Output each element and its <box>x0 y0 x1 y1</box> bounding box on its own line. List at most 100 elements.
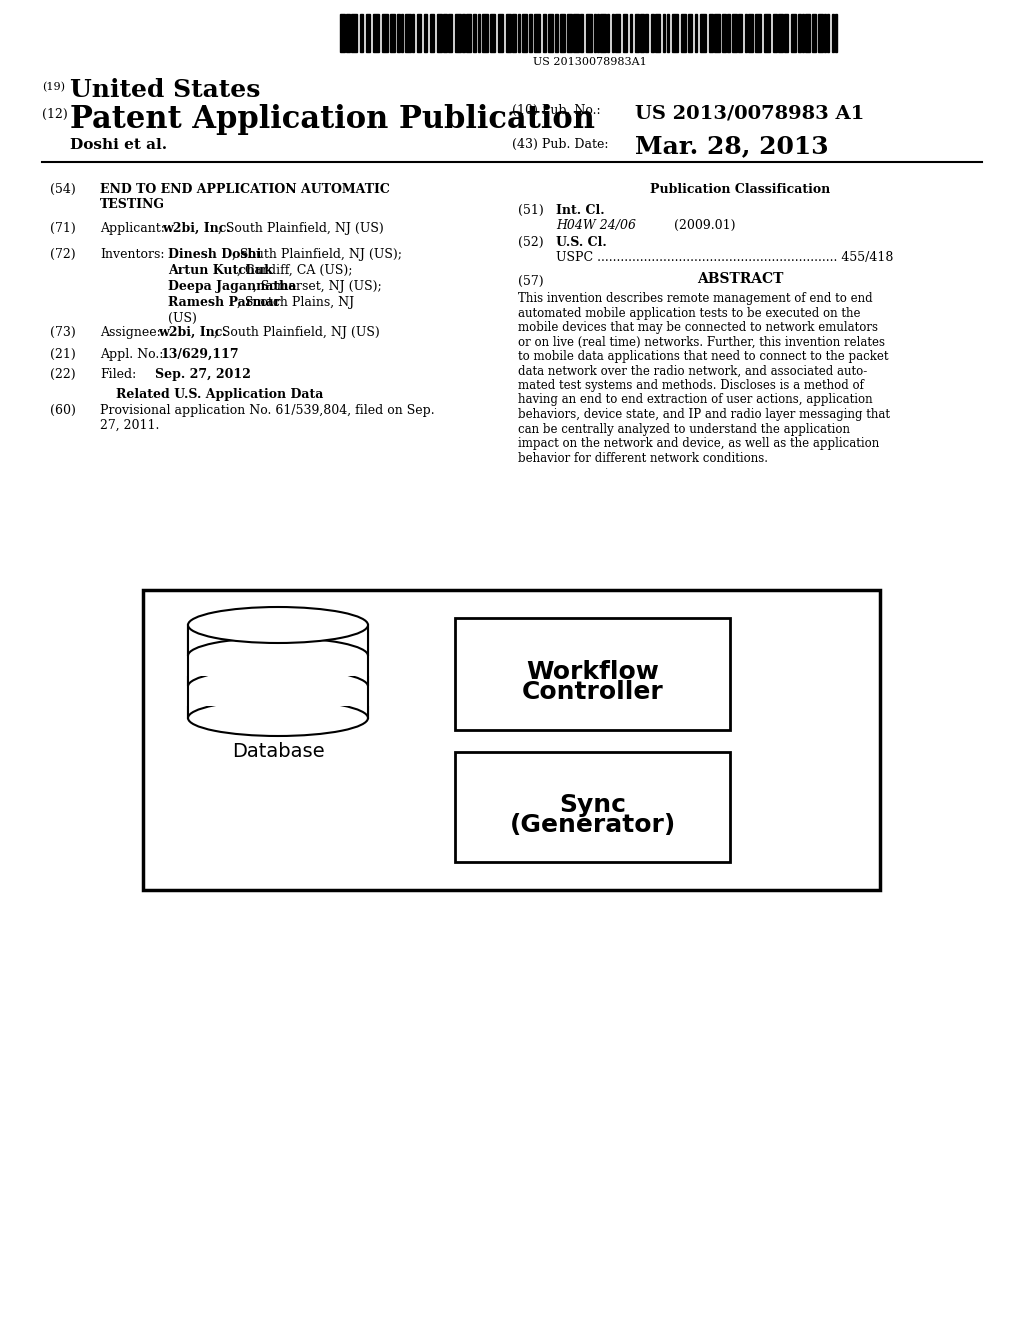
Bar <box>663 15 665 51</box>
Text: Deepa Jagannatha: Deepa Jagannatha <box>168 280 296 293</box>
Text: , Somerset, NJ (US);: , Somerset, NJ (US); <box>253 280 382 293</box>
Text: having an end to end extraction of user actions, application: having an end to end extraction of user … <box>518 393 872 407</box>
Bar <box>594 15 596 51</box>
Bar <box>812 15 816 51</box>
Bar <box>714 15 720 51</box>
Bar <box>738 15 742 51</box>
Bar <box>346 15 350 51</box>
Bar <box>667 15 669 51</box>
Bar <box>645 15 648 51</box>
Bar <box>818 15 823 51</box>
Bar <box>586 15 592 51</box>
Bar <box>366 15 370 51</box>
Bar <box>424 15 427 51</box>
Bar <box>722 15 726 51</box>
Text: or on live (real time) networks. Further, this invention relates: or on live (real time) networks. Further… <box>518 335 885 348</box>
Text: Controller: Controller <box>521 680 664 704</box>
Bar <box>534 15 540 51</box>
Text: USPC .............................................................. 455/418: USPC ...................................… <box>556 251 893 264</box>
Text: This invention describes remote management of end to end: This invention describes remote manageme… <box>518 292 872 305</box>
Bar <box>443 15 447 51</box>
Bar <box>672 15 678 51</box>
Text: Related U.S. Application Data: Related U.S. Application Data <box>117 388 324 401</box>
Bar <box>506 15 511 51</box>
Text: (54): (54) <box>50 183 76 195</box>
Text: 27, 2011.: 27, 2011. <box>100 418 160 432</box>
Bar <box>529 15 532 51</box>
Text: data network over the radio network, and associated auto-: data network over the radio network, and… <box>518 364 867 378</box>
Text: , South Plainfield, NJ (US): , South Plainfield, NJ (US) <box>214 326 380 339</box>
Bar <box>455 618 730 730</box>
Bar <box>727 15 730 51</box>
Bar <box>748 15 753 51</box>
Text: Assignee:: Assignee: <box>100 326 165 339</box>
Bar <box>651 15 654 51</box>
Text: , Scotch Plains, NJ: , Scotch Plains, NJ <box>237 296 354 309</box>
Text: Dinesh Doshi: Dinesh Doshi <box>168 248 261 261</box>
Bar <box>623 15 627 51</box>
Text: w2bi, Inc.: w2bi, Inc. <box>158 326 226 339</box>
Bar <box>186 656 370 676</box>
Text: Applicant:: Applicant: <box>100 222 169 235</box>
Text: (73): (73) <box>50 326 76 339</box>
Text: w2bi, Inc.: w2bi, Inc. <box>162 222 230 235</box>
Bar <box>390 15 395 51</box>
Bar <box>824 15 826 51</box>
Text: , South Plainfield, NJ (US);: , South Plainfield, NJ (US); <box>231 248 401 261</box>
Text: Artun Kutchuk: Artun Kutchuk <box>168 264 272 277</box>
Text: Provisional application No. 61/539,804, filed on Sep.: Provisional application No. 61/539,804, … <box>100 404 434 417</box>
Bar <box>635 15 639 51</box>
Text: , Cardiff, CA (US);: , Cardiff, CA (US); <box>237 264 352 277</box>
Bar <box>784 15 788 51</box>
Bar <box>397 15 400 51</box>
Text: behaviors, device state, and IP and radio layer messaging that: behaviors, device state, and IP and radi… <box>518 408 890 421</box>
Bar <box>466 15 471 51</box>
Text: Filed:: Filed: <box>100 368 136 381</box>
Ellipse shape <box>188 607 368 643</box>
Bar <box>567 15 572 51</box>
Bar <box>462 15 465 51</box>
Bar <box>612 15 614 51</box>
Bar <box>412 15 414 51</box>
Bar <box>709 15 713 51</box>
Text: (51): (51) <box>518 205 544 216</box>
Bar <box>630 15 632 51</box>
Bar <box>778 15 783 51</box>
Text: (71): (71) <box>50 222 76 235</box>
Text: mated test systems and methods. Discloses is a method of: mated test systems and methods. Disclose… <box>518 379 864 392</box>
Bar <box>681 15 686 51</box>
Text: (57): (57) <box>518 275 544 288</box>
Bar <box>615 15 620 51</box>
Text: US 20130078983A1: US 20130078983A1 <box>534 57 647 67</box>
Bar <box>373 15 379 51</box>
Text: (22): (22) <box>50 368 76 381</box>
Text: to mobile data applications that need to connect to the packet: to mobile data applications that need to… <box>518 350 889 363</box>
Bar <box>791 15 796 51</box>
Text: H04W 24/06: H04W 24/06 <box>556 219 636 232</box>
Bar <box>700 15 706 51</box>
Bar <box>478 15 480 51</box>
Text: (10) Pub. No.:: (10) Pub. No.: <box>512 104 601 117</box>
Bar <box>455 752 730 862</box>
Text: (12): (12) <box>42 108 68 121</box>
Bar <box>732 15 737 51</box>
Bar <box>143 590 880 890</box>
Bar <box>802 15 804 51</box>
Bar <box>835 15 837 51</box>
Text: Ramesh Parmar: Ramesh Parmar <box>168 296 281 309</box>
Bar <box>773 15 777 51</box>
Text: can be centrally analyzed to understand the application: can be centrally analyzed to understand … <box>518 422 850 436</box>
Bar <box>518 15 520 51</box>
Bar <box>512 15 516 51</box>
Text: (19): (19) <box>42 82 65 92</box>
Text: (US): (US) <box>168 312 197 325</box>
Bar <box>437 15 442 51</box>
Bar <box>340 15 345 51</box>
Text: Mar. 28, 2013: Mar. 28, 2013 <box>635 135 828 158</box>
Text: Doshi et al.: Doshi et al. <box>70 139 167 152</box>
Text: United States: United States <box>70 78 260 102</box>
Bar <box>401 15 403 51</box>
Bar <box>827 15 829 51</box>
Bar <box>640 15 644 51</box>
Bar <box>831 15 834 51</box>
